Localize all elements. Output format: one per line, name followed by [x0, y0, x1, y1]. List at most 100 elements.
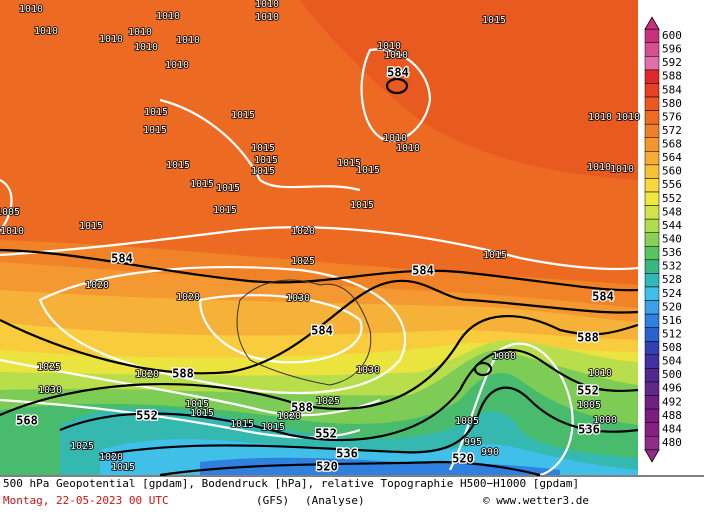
- colorbar-cell: [644, 259, 660, 274]
- colorbar-cell: [644, 205, 660, 220]
- map: [0, 0, 639, 477]
- colorbar-label: 504: [662, 355, 682, 368]
- colorbar-bottom-arrow: [644, 449, 660, 463]
- colorbar-cell: [644, 218, 660, 233]
- height-label: 584: [311, 324, 333, 338]
- isobar-label: 1010: [156, 11, 180, 22]
- colorbar-label: 488: [662, 409, 682, 422]
- height-label: 588: [172, 367, 194, 381]
- colorbar-cell: [644, 232, 660, 247]
- isobar-label: 1020: [176, 292, 200, 303]
- isobar-label: 1010: [610, 164, 634, 175]
- colorbar-cell: [644, 246, 660, 261]
- colorbar-cell: [644, 435, 660, 451]
- colorbar-cell: [644, 354, 660, 369]
- colorbar-label: 576: [662, 110, 682, 123]
- isobar-label: 1015: [190, 179, 214, 190]
- colorbar-label: 536: [662, 246, 682, 259]
- height-label: 584: [111, 252, 133, 266]
- isobar-label: 1010: [255, 0, 279, 10]
- isobar-label: 1015: [166, 160, 190, 171]
- isobar-label: 1000: [593, 415, 617, 426]
- colorbar-label: 588: [662, 70, 682, 83]
- colorbar-cell: [644, 164, 660, 179]
- isobar-label: 1015: [482, 15, 506, 26]
- colorbar-label: 532: [662, 260, 682, 273]
- isobar-label: 1025: [37, 362, 61, 373]
- colorbar-label: 516: [662, 314, 682, 327]
- isobar-label: 1005: [577, 400, 601, 411]
- colorbar-label: 592: [662, 56, 682, 69]
- height-label: 552: [577, 384, 599, 398]
- band: [200, 457, 560, 475]
- isobar-label: 1010: [165, 60, 189, 71]
- isobar-label: 1020: [85, 280, 109, 291]
- colorbar-cell: [644, 395, 660, 410]
- isobar-label: 1010: [384, 50, 408, 61]
- isobar-label: 1010: [383, 133, 407, 144]
- isobar-label: 1010: [19, 4, 43, 15]
- band: [300, 0, 638, 180]
- isobar-label: 1020: [135, 369, 159, 380]
- footer-model: (GFS): [256, 494, 289, 507]
- isobar-label: 1030: [286, 293, 310, 304]
- isobar-label: 1015: [337, 158, 361, 169]
- height-label: 520: [316, 460, 338, 474]
- colorbar-cell: [644, 96, 660, 111]
- colorbar-cell: [644, 408, 660, 423]
- isobar-label: 1010: [616, 112, 640, 123]
- isobar-label: 1010: [588, 368, 612, 379]
- colorbar-label: 584: [662, 83, 682, 96]
- coastline: [236, 279, 372, 386]
- height-label: 568: [16, 414, 38, 428]
- colorbar-cell: [644, 313, 660, 328]
- height-label: 588: [291, 401, 313, 415]
- colorbar-cell: [644, 422, 660, 437]
- height-label: 552: [136, 409, 158, 423]
- isobar-label: 1015: [216, 183, 240, 194]
- isobar-label: 1020: [291, 226, 315, 237]
- isobar-label: 1015: [251, 143, 275, 154]
- colorbar-cell: [644, 123, 660, 139]
- isobar-label: 1025: [291, 256, 315, 267]
- colorbar-label: 540: [662, 233, 682, 246]
- isobar-label: 1030: [356, 365, 380, 376]
- isobar-label: 1010: [128, 27, 152, 38]
- isobar-label: 1015: [356, 165, 380, 176]
- colorbar-label: 508: [662, 341, 682, 354]
- isobar-label: 1005: [455, 416, 479, 427]
- colorbar-label: 596: [662, 43, 682, 56]
- isobar-label: 1015: [230, 419, 254, 430]
- height-label: 584: [412, 264, 434, 278]
- colorbar-label: 520: [662, 300, 682, 313]
- colorbar-cell: [644, 286, 660, 301]
- colorbar-cell: [644, 83, 660, 98]
- colorbar-label: 556: [662, 178, 682, 191]
- isobar-label: 1010: [176, 35, 200, 46]
- colorbar-label: 560: [662, 165, 682, 178]
- colorbar-label: 480: [662, 436, 682, 449]
- colorbar-label: 496: [662, 382, 682, 395]
- isobar-label: 1010: [587, 162, 611, 173]
- colorbar-label: 572: [662, 124, 682, 137]
- height-contours: [0, 77, 639, 477]
- isobar-label: 1000: [492, 351, 516, 362]
- colorbar-label: 500: [662, 368, 682, 381]
- colorbar-cell: [644, 381, 660, 396]
- colorbar-label: 524: [662, 287, 682, 300]
- isobar-label: 1010: [34, 26, 58, 37]
- colorbar-label: 564: [662, 151, 682, 164]
- colorbar-cell: [644, 151, 660, 166]
- height-label: 536: [336, 447, 358, 461]
- isobar-label: 1020: [99, 452, 123, 463]
- colorbar-cell: [644, 42, 660, 57]
- isobar-label: 1015: [254, 155, 278, 166]
- isobar-label: 1025: [316, 396, 340, 407]
- colorbar-cell: [644, 368, 660, 383]
- isobar-label: 1030: [38, 385, 62, 396]
- colorbar-cell: [644, 137, 660, 152]
- isobar-label: 990: [481, 447, 499, 458]
- footer-credit: © www.wetter3.de: [483, 494, 589, 507]
- colorbar-label: 484: [662, 422, 682, 435]
